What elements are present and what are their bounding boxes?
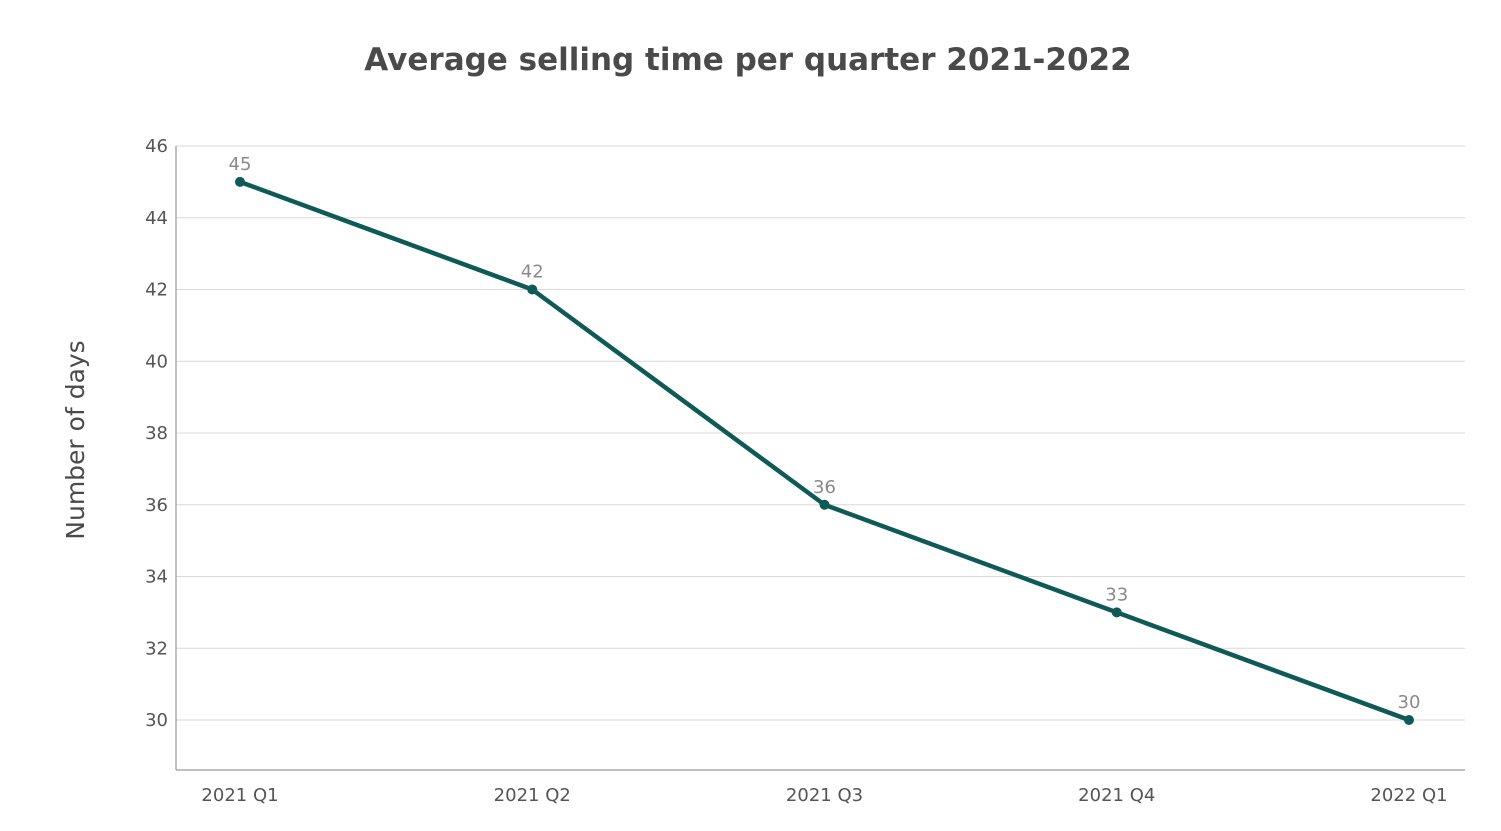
x-tick-label: 2022 Q1 — [1370, 785, 1447, 806]
chart-title: Average selling time per quarter 2021-20… — [364, 42, 1131, 78]
data-point — [527, 284, 538, 295]
x-tick-labels: 2021 Q1 2021 Q2 2021 Q3 2021 Q4 2022 Q1 — [201, 785, 1447, 806]
x-tick-label: 2021 Q2 — [494, 785, 571, 806]
series-line — [237, 179, 1412, 723]
data-label: 33 — [1105, 584, 1128, 605]
data-points — [235, 176, 1414, 725]
data-label: 45 — [229, 154, 252, 175]
y-axis-label: Number of days — [61, 340, 90, 539]
data-labels: 45 42 36 33 30 — [229, 154, 1421, 713]
y-tick-label: 42 — [145, 280, 168, 301]
y-tick-labels: 30 32 34 36 38 40 42 44 46 — [145, 136, 168, 731]
data-point — [235, 176, 245, 187]
data-label: 30 — [1398, 692, 1421, 713]
y-tick-label: 38 — [145, 423, 168, 444]
y-tick-label: 30 — [145, 710, 168, 731]
y-tick-label: 36 — [145, 495, 168, 516]
gridlines — [176, 145, 1465, 721]
series — [237, 179, 1412, 723]
data-label: 36 — [813, 477, 836, 498]
y-tick-label: 46 — [145, 136, 168, 157]
y-tick-label: 32 — [145, 638, 168, 659]
axes — [175, 146, 1465, 771]
y-tick-label: 34 — [145, 567, 168, 588]
data-point — [819, 499, 830, 510]
data-point — [1111, 607, 1122, 618]
x-tick-label: 2021 Q1 — [201, 785, 278, 806]
y-tick-label: 40 — [145, 351, 168, 372]
data-label: 42 — [521, 262, 544, 283]
y-tick-label: 44 — [145, 208, 168, 229]
x-tick-label: 2021 Q4 — [1078, 785, 1155, 806]
data-point — [1404, 715, 1414, 725]
x-tick-label: 2021 Q3 — [786, 785, 863, 806]
